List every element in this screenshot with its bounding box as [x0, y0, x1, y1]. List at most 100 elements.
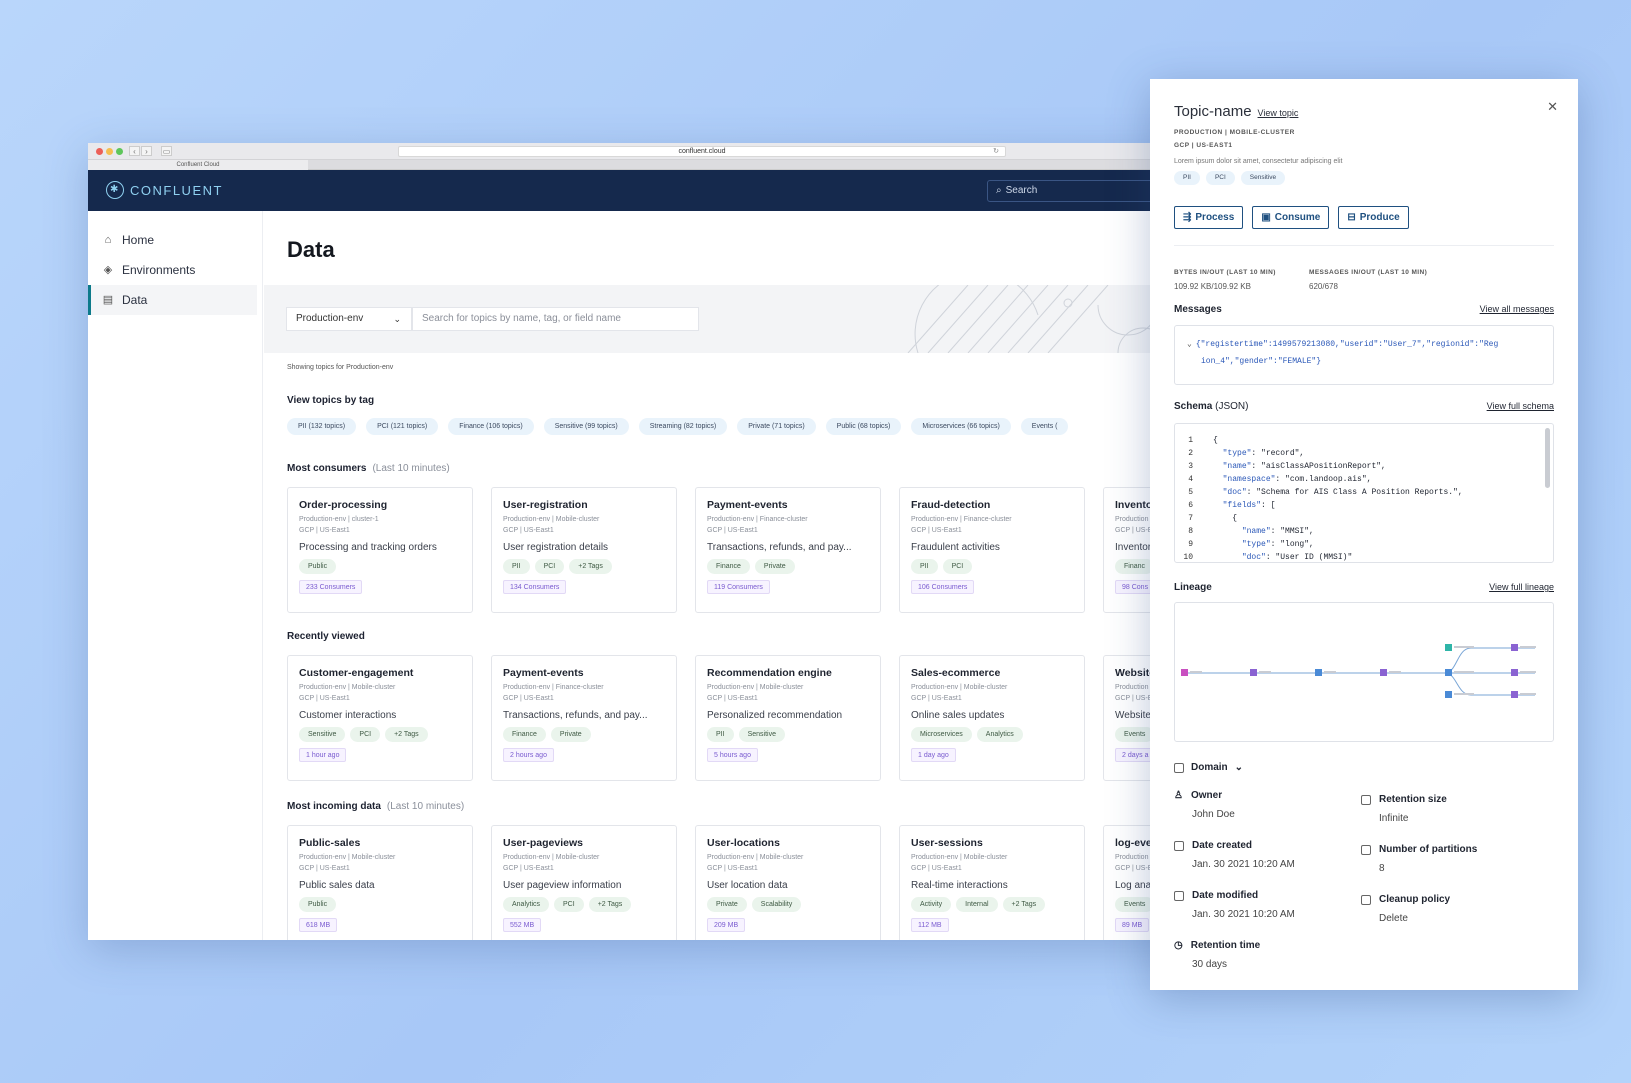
- schema-scrollbar[interactable]: [1545, 428, 1550, 488]
- close-window-button[interactable]: [96, 148, 103, 155]
- topic-card[interactable]: Payment-events Production-env | Finance-c…: [695, 487, 881, 613]
- topic-card-tag[interactable]: PII: [707, 727, 734, 742]
- lineage-node[interactable]: [1445, 644, 1452, 651]
- schema-code-view[interactable]: 1{2 "type": "record", 3 "name": "aisClass…: [1174, 423, 1554, 563]
- lineage-node[interactable]: [1511, 691, 1518, 698]
- environment-select[interactable]: Production-env ⌄: [286, 307, 412, 331]
- browser-tab[interactable]: Confluent Cloud: [88, 160, 308, 170]
- view-full-lineage-link[interactable]: View full lineage: [1489, 582, 1554, 592]
- topic-card-tag[interactable]: Finance: [707, 559, 750, 574]
- lineage-node[interactable]: [1380, 669, 1387, 676]
- lineage-node[interactable]: [1181, 669, 1188, 676]
- sidebar-item-data[interactable]: ▤ Data: [88, 285, 257, 315]
- lineage-node[interactable]: [1445, 669, 1452, 676]
- topic-card-tag[interactable]: PII: [911, 559, 938, 574]
- tag-filter-pill[interactable]: Public (68 topics): [825, 418, 902, 435]
- topic-card-tag[interactable]: Private: [754, 559, 795, 574]
- topic-card-tag[interactable]: Microservices: [911, 727, 972, 742]
- close-icon[interactable]: ✕: [1547, 99, 1558, 114]
- topic-tag[interactable]: PII: [1174, 171, 1200, 185]
- topic-card-tag[interactable]: +2 Tags: [588, 897, 632, 912]
- view-full-schema-link[interactable]: View full schema: [1486, 401, 1554, 411]
- topic-card[interactable]: User-sessions Production-env | Mobile-clu…: [899, 825, 1085, 940]
- topic-card-region: GCP | US-East1: [707, 527, 758, 534]
- topic-card-tag[interactable]: +2 Tags: [385, 727, 428, 742]
- topic-card-tag[interactable]: PCI: [350, 727, 381, 742]
- schema-code: "namespace": "com.landoop.ais",: [1222, 475, 1372, 484]
- process-button[interactable]: ⇶ Process: [1174, 206, 1244, 229]
- topic-card-region: GCP | US-East1: [299, 527, 350, 534]
- lineage-node[interactable]: [1511, 669, 1518, 676]
- minimize-window-button[interactable]: [106, 148, 113, 155]
- topic-card-tag[interactable]: Analytics: [503, 897, 550, 912]
- topic-card-tag[interactable]: Activity: [911, 897, 952, 912]
- chevron-down-icon[interactable]: ⌄: [1187, 340, 1192, 349]
- tag-filter-pill[interactable]: Streaming (82 topics): [638, 418, 728, 435]
- topic-card-tag[interactable]: Sensitive: [738, 727, 785, 742]
- lineage-node[interactable]: [1315, 669, 1322, 676]
- topic-card-tag[interactable]: PCI: [534, 559, 565, 574]
- topic-card-tag[interactable]: Private: [707, 897, 747, 912]
- address-bar[interactable]: confluent.cloud ↻: [398, 146, 1006, 157]
- reload-icon[interactable]: ↻: [993, 148, 999, 155]
- topic-card[interactable]: User-pageviews Production-env | Mobile-cl…: [491, 825, 677, 940]
- topic-card-tag[interactable]: Events: [1115, 727, 1155, 742]
- view-topic-link[interactable]: View topic: [1257, 108, 1299, 118]
- topic-card[interactable]: User-registration Production-env | Mobile…: [491, 487, 677, 613]
- tag-filter-pill[interactable]: Sensitive (99 topics): [543, 418, 629, 435]
- topic-card-tag[interactable]: Financ: [1115, 559, 1155, 574]
- lineage-node[interactable]: [1445, 691, 1452, 698]
- lineage-node[interactable]: [1511, 644, 1518, 651]
- topic-card-tag[interactable]: Public: [299, 559, 337, 574]
- sidebar-item-home[interactable]: ⌂ Home: [88, 225, 262, 255]
- tag-filter-pill[interactable]: PCI (121 topics): [366, 418, 439, 435]
- topic-card-tag[interactable]: +2 Tags: [569, 559, 612, 574]
- forward-icon[interactable]: ›: [141, 146, 152, 156]
- back-icon[interactable]: ‹: [129, 146, 140, 156]
- topic-card[interactable]: Order-processing Production-env | cluster…: [287, 487, 473, 613]
- topic-card[interactable]: Customer-engagement Production-env | Mobi…: [287, 655, 473, 781]
- lineage-graph[interactable]: [1174, 602, 1554, 742]
- topic-tag[interactable]: PCI: [1205, 171, 1235, 185]
- topic-card-tag[interactable]: Events: [1115, 897, 1155, 912]
- topic-card[interactable]: Public-sales Production-env | Mobile-clus…: [287, 825, 473, 940]
- topic-card-tag[interactable]: Analytics: [976, 727, 1023, 742]
- maximize-window-button[interactable]: [116, 148, 123, 155]
- topic-card-tag[interactable]: Sensitive: [299, 727, 346, 742]
- topic-card-tag[interactable]: Scalability: [751, 897, 802, 912]
- topic-card-tag[interactable]: PCI: [554, 897, 584, 912]
- tag-filter-pill[interactable]: Private (71 topics): [737, 418, 816, 435]
- topic-card-tag[interactable]: Internal: [956, 897, 998, 912]
- topic-card-tag[interactable]: Finance: [503, 727, 546, 742]
- sidebar-item-environments[interactable]: ◈ Environments: [88, 255, 262, 285]
- tag-filter-pill[interactable]: Events (: [1020, 418, 1069, 435]
- topic-tag[interactable]: Sensitive: [1240, 171, 1286, 185]
- topic-card[interactable]: User-locations Production-env | Mobile-cl…: [695, 825, 881, 940]
- topic-card-badge: 209 MB: [707, 918, 746, 932]
- tag-filter-pill[interactable]: Microservices (66 topics): [911, 418, 1011, 435]
- consume-button[interactable]: ▣ Consume: [1252, 206, 1330, 229]
- produce-button[interactable]: ⊟ Produce: [1338, 206, 1409, 229]
- message-preview[interactable]: ⌄ {"registertime":1499579213080,"userid":…: [1174, 325, 1554, 385]
- topic-card[interactable]: Sales-ecommerce Production-env | Mobile-c…: [899, 655, 1085, 781]
- topic-card-cluster: Production-env | Mobile-cluster: [911, 854, 1008, 861]
- domain-toggle[interactable]: Domain ⌄: [1174, 762, 1243, 773]
- topic-card-tag[interactable]: PCI: [942, 559, 973, 574]
- cleanup-policy-property: Cleanup policy Delete: [1361, 894, 1450, 924]
- sidebar-toggle-icon[interactable]: ▭: [161, 146, 172, 156]
- lineage-node[interactable]: [1250, 669, 1257, 676]
- topic-card-tag[interactable]: +2 Tags: [1002, 897, 1046, 912]
- confluent-logo[interactable]: ✱ CONFLUENT: [106, 181, 223, 199]
- panel-header: Topic-name View topic PRODUCTION | MOBILE…: [1174, 103, 1342, 185]
- topic-card-name: Inventor: [1115, 499, 1157, 511]
- topic-card[interactable]: Fraud-detection Production-env | Finance-…: [899, 487, 1085, 613]
- topic-card-tag[interactable]: Private: [550, 727, 591, 742]
- topic-card[interactable]: Recommendation engine Production-env | Mo…: [695, 655, 881, 781]
- topic-card-tag[interactable]: PII: [503, 559, 530, 574]
- topic-search-input[interactable]: Search for topics by name, tag, or field…: [412, 307, 699, 331]
- tag-filter-pill[interactable]: Finance (106 topics): [448, 418, 534, 435]
- topic-card-tag[interactable]: Public: [299, 897, 337, 912]
- topic-card[interactable]: Payment-events Production-env | Finance-c…: [491, 655, 677, 781]
- tag-filter-pill[interactable]: PII (132 topics): [287, 418, 357, 435]
- view-all-messages-link[interactable]: View all messages: [1479, 304, 1554, 314]
